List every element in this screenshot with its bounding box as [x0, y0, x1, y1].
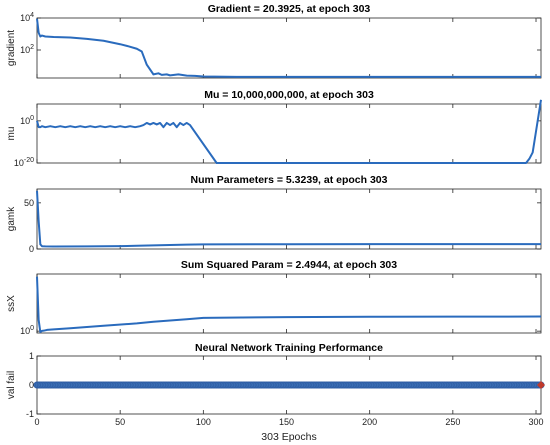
- x-tick-label: 150: [279, 417, 294, 427]
- panel-title: Gradient = 20.3925, at epoch 303: [208, 3, 371, 15]
- panel-title: Neural Network Training Performance: [195, 342, 383, 354]
- final-epoch-marker: [537, 381, 545, 389]
- panel-title: Mu = 10,000,000,000, at epoch 303: [204, 89, 374, 101]
- x-tick-label: 300: [528, 417, 543, 427]
- axes-box: [36, 273, 542, 334]
- y-tick-label: 0: [29, 380, 34, 390]
- y-axis-label: gradient: [6, 30, 17, 66]
- y-tick-label: 10-20: [14, 157, 34, 168]
- series-line: [36, 190, 542, 248]
- x-tick-label: 250: [445, 417, 460, 427]
- axes-box: [36, 17, 542, 79]
- panel-title: Sum Squared Param = 2.4944, at epoch 303: [181, 259, 397, 271]
- y-axis-label: mu: [6, 127, 17, 141]
- panel-title: Num Parameters = 5.3239, at epoch 303: [191, 174, 388, 186]
- y-tick-label: -1: [26, 409, 34, 419]
- axes-box: [36, 188, 542, 250]
- num-parameters-panel: Num Parameters = 5.3239, at epoch 303 gam…: [6, 174, 542, 254]
- validation-fail-panel: Neural Network Training Performance val f…: [6, 342, 545, 427]
- y-tick-label: 50: [24, 198, 34, 208]
- x-tick-label: 100: [196, 417, 211, 427]
- y-axis-label: ssX: [6, 295, 17, 312]
- x-axis-label: 303 Epochs: [261, 431, 316, 443]
- x-tick-label: 0: [34, 417, 39, 427]
- y-axis-label: val fail: [6, 371, 17, 399]
- series-line: [36, 99, 542, 164]
- y-tick-label: 100: [20, 115, 34, 126]
- x-tick-label: 50: [115, 417, 125, 427]
- y-tick-label: 0: [29, 244, 34, 254]
- y-tick-label: 1: [29, 351, 34, 361]
- mu-panel: Mu = 10,000,000,000, at epoch 303 mu 10-20…: [6, 89, 542, 168]
- gradient-panel: Gradient = 20.3925, at epoch 303 gradient…: [6, 3, 542, 79]
- y-axis-label: gamk: [6, 206, 17, 231]
- sum-squared-param-panel: Sum Squared Param = 2.4944, at epoch 303…: [6, 259, 542, 336]
- series-line: [36, 276, 542, 333]
- y-tick-label: 104: [20, 12, 34, 23]
- series-line: [36, 18, 541, 78]
- axes-box: [36, 103, 542, 164]
- y-tick-label: 100: [20, 325, 34, 336]
- y-tick-label: 102: [20, 44, 34, 55]
- x-tick-label: 200: [362, 417, 377, 427]
